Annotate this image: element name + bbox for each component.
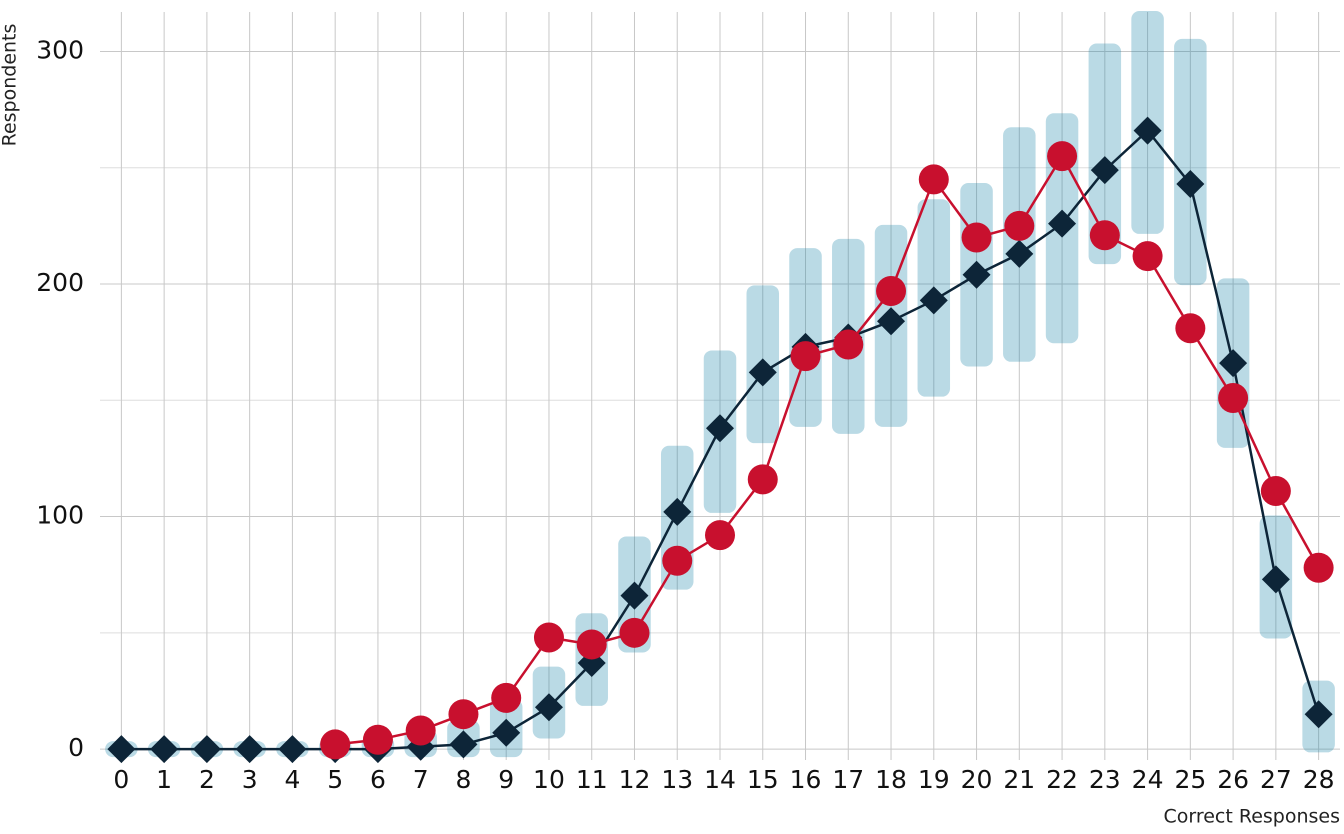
circle-point	[1218, 382, 1249, 413]
circle-point	[790, 341, 821, 372]
circle-point	[662, 545, 693, 576]
x-tick-label: 24	[1132, 765, 1164, 794]
circle-point	[918, 164, 949, 195]
circle-point	[533, 622, 564, 653]
diamond-point	[663, 497, 692, 526]
y-axis-label: Respondents	[0, 24, 21, 147]
diamond-point	[748, 358, 777, 387]
diamond-point	[1261, 565, 1290, 594]
x-tick-label: 11	[576, 765, 608, 794]
diamond-point	[278, 735, 307, 764]
x-tick-label: 15	[747, 765, 779, 794]
diamond-point	[620, 581, 649, 610]
x-tick-label: 22	[1046, 765, 1078, 794]
circle-point	[705, 520, 735, 551]
y-tick-label: 200	[36, 268, 84, 297]
circle-point	[491, 682, 522, 713]
x-axis-label: Correct Responses	[1163, 806, 1340, 828]
diamond-point	[1176, 170, 1205, 199]
x-tick-label: 14	[704, 765, 736, 794]
simulation-cloud	[1174, 38, 1207, 286]
diamond-point	[150, 735, 179, 764]
x-tick-label: 8	[455, 765, 471, 794]
diamond-point	[1090, 156, 1119, 185]
circle-point	[961, 222, 992, 253]
diamond-point	[706, 414, 734, 443]
diamond-point	[1219, 349, 1248, 378]
circle-point	[1303, 552, 1334, 583]
diamond-point	[107, 735, 136, 764]
x-tick-label: 28	[1303, 765, 1335, 794]
circle-point	[448, 699, 479, 730]
circle-point	[619, 617, 650, 648]
diamond-point	[534, 693, 563, 722]
grid	[100, 12, 1340, 760]
diamond-point	[1048, 209, 1077, 238]
x-tick-label: 21	[1003, 765, 1035, 794]
x-tick-label: 23	[1089, 765, 1121, 794]
circle-point	[362, 724, 393, 755]
circle-point	[876, 276, 907, 307]
diamond-point	[919, 286, 948, 315]
circle-point	[1175, 313, 1206, 344]
x-tick-label: 5	[327, 765, 343, 794]
x-tick-label: 13	[661, 765, 693, 794]
circle-point	[747, 464, 778, 495]
circle-point	[1260, 475, 1291, 506]
x-tick-label: 3	[242, 765, 258, 794]
diamond-point	[1133, 116, 1162, 145]
x-tick-label: 17	[832, 765, 864, 794]
x-tick-label: 2	[199, 765, 215, 794]
diamond-point	[192, 735, 221, 764]
y-tick-label: 100	[36, 501, 84, 530]
diamond-point	[492, 718, 521, 747]
y-tick-label: 300	[36, 36, 84, 65]
circle-point	[1132, 241, 1163, 272]
x-tick-label: 4	[284, 765, 300, 794]
x-tick-label: 27	[1260, 765, 1292, 794]
diamond-point	[1304, 700, 1333, 729]
diamond-point	[962, 260, 991, 289]
circle-point	[405, 715, 436, 746]
series-line	[335, 153, 1320, 746]
diamond-point	[1005, 239, 1034, 268]
diamond-point	[235, 735, 264, 764]
x-tick-label: 0	[113, 765, 129, 794]
circle-point	[320, 729, 351, 760]
x-tick-label: 25	[1174, 765, 1206, 794]
x-tick-label: 16	[790, 765, 822, 794]
x-tick-label: 20	[961, 765, 993, 794]
x-tick-label: 10	[533, 765, 565, 794]
marks	[105, 10, 1335, 764]
x-tick-label: 19	[918, 765, 950, 794]
circle-point	[833, 329, 864, 360]
x-tick-label: 12	[619, 765, 651, 794]
diamond-point	[449, 730, 478, 759]
diamond-point	[877, 307, 906, 336]
circle-point	[576, 629, 607, 660]
x-tick-label: 18	[875, 765, 907, 794]
x-tick-label: 7	[413, 765, 429, 794]
circle-point	[1004, 210, 1035, 241]
x-tick-label: 26	[1217, 765, 1249, 794]
x-tick-label: 1	[156, 765, 172, 794]
y-tick-label: 0	[68, 733, 84, 762]
x-tick-label: 9	[498, 765, 514, 794]
circle-point	[1047, 141, 1078, 172]
x-tick-label: 6	[370, 765, 386, 794]
circle-point	[1089, 220, 1120, 251]
simulation-cloud	[1088, 43, 1122, 265]
